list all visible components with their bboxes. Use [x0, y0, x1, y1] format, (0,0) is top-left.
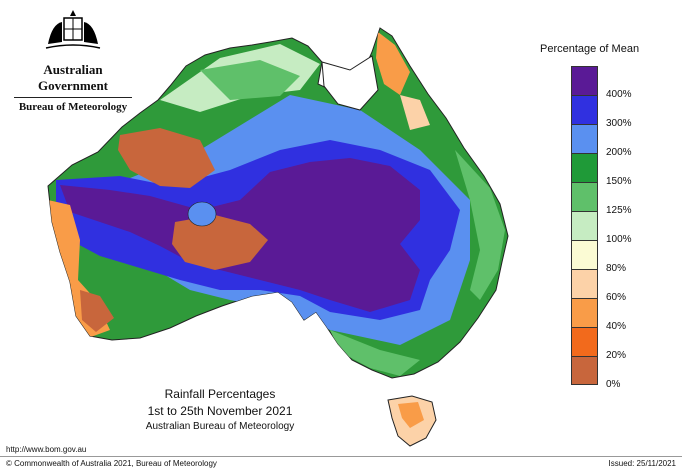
- website-link[interactable]: http://www.bom.gov.au: [6, 445, 87, 454]
- legend-label: 100%: [606, 234, 632, 245]
- legend-label: 400%: [606, 89, 632, 100]
- legend-swatch: [571, 240, 598, 269]
- zone-dry-central-wa: [172, 215, 268, 270]
- legend-label: 150%: [606, 176, 632, 187]
- divider: [14, 97, 132, 98]
- map-agency: Australian Bureau of Meteorology: [145, 421, 295, 432]
- zone-south-coast: [330, 330, 420, 376]
- coat-of-arms-icon: [45, 10, 101, 49]
- legend-swatch: [571, 124, 598, 153]
- legend-swatch: [571, 298, 598, 327]
- zone-cape-york-light: [400, 95, 430, 130]
- legend-swatch: [571, 95, 598, 124]
- legend-label: 80%: [606, 263, 627, 274]
- legend-swatch: [571, 66, 598, 95]
- tasmania: [387, 395, 437, 447]
- government-title: Australian Government: [37, 62, 109, 93]
- legend-label: 40%: [606, 321, 627, 332]
- gulf-of-carpentaria: [321, 55, 379, 111]
- zone-dry-southwest: [80, 290, 114, 332]
- legend-label: 200%: [606, 147, 632, 158]
- zone-north-green: [200, 60, 300, 100]
- legend-label: 125%: [606, 205, 632, 216]
- legend-swatch: [571, 153, 598, 182]
- government-branding: Australian Government Bureau of Meteorol…: [8, 8, 138, 113]
- footer-divider: [0, 456, 682, 457]
- zone-east-coast: [455, 150, 505, 300]
- copyright-text: © Commonwealth of Australia 2021, Bureau…: [6, 459, 217, 468]
- map-title: Rainfall Percentages: [164, 387, 276, 401]
- map-period: 1st to 25th November 2021: [147, 404, 293, 418]
- legend-label: 20%: [606, 350, 627, 361]
- zone-dry-interior: [118, 128, 215, 188]
- bureau-title: Bureau of Meteorology: [18, 101, 128, 113]
- legend-label: 60%: [606, 292, 627, 303]
- legend-colorbar: [571, 66, 598, 385]
- tasmania-orange: [398, 402, 424, 428]
- legend-swatch: [571, 327, 598, 356]
- zone-cape-york-dry: [376, 32, 410, 95]
- legend-label: 300%: [606, 118, 632, 129]
- legend-swatch: [571, 356, 598, 385]
- legend-label: 0%: [606, 379, 621, 390]
- legend-swatch: [571, 269, 598, 298]
- legend-swatch: [571, 182, 598, 211]
- legend-swatch: [571, 211, 598, 240]
- zone-200pct-pocket: [187, 201, 217, 227]
- legend-title: Percentage of Mean: [540, 43, 640, 55]
- issued-date: Issued: 25/11/2021: [608, 459, 676, 468]
